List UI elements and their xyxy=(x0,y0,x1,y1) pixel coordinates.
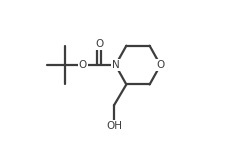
Text: O: O xyxy=(79,60,87,70)
Text: O: O xyxy=(95,39,103,49)
Text: N: N xyxy=(112,60,119,70)
Text: OH: OH xyxy=(106,121,122,131)
Text: O: O xyxy=(156,60,164,70)
